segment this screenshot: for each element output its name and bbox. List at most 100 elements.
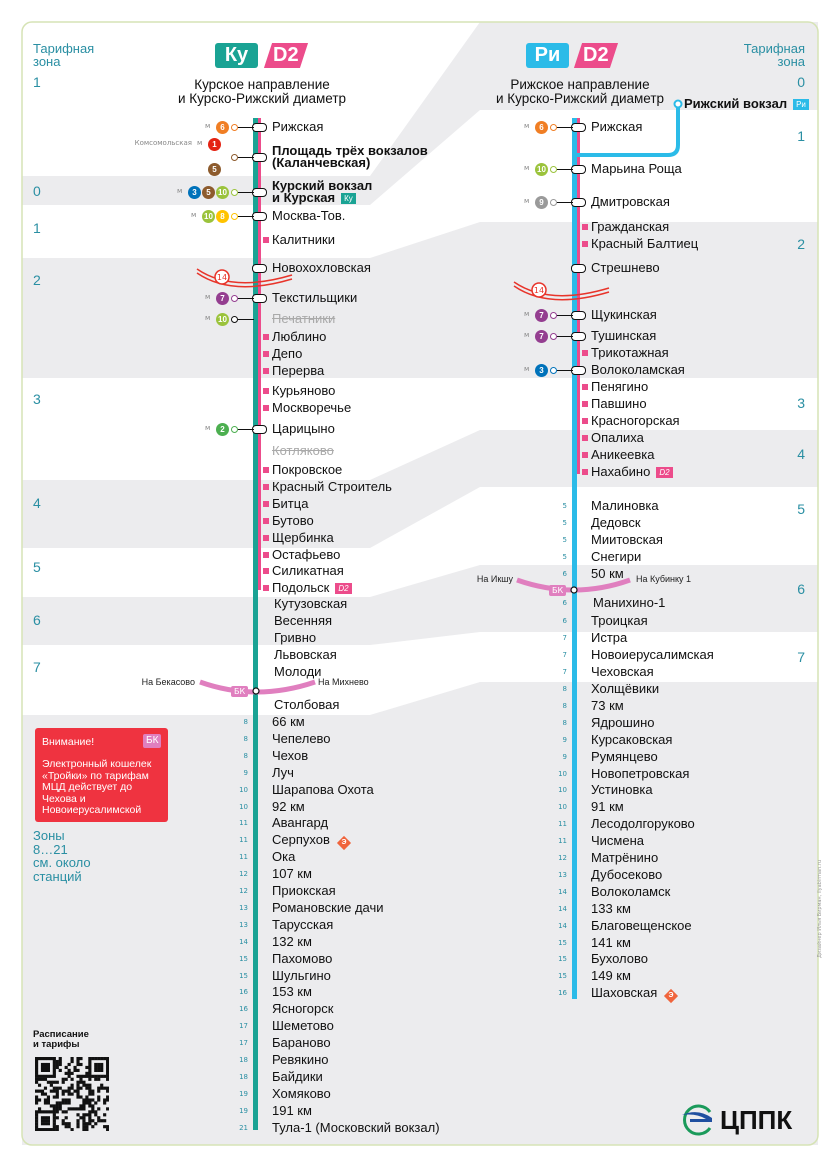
- station-kursk[interactable]: Чехов: [272, 748, 308, 763]
- station-riga[interactable]: Истра: [591, 630, 627, 645]
- station-riga[interactable]: Гражданская: [591, 219, 669, 234]
- station-riga[interactable]: Новоиерусалимская: [591, 647, 714, 662]
- station-riga[interactable]: Ядрошино: [591, 715, 655, 730]
- station-kursk[interactable]: Ясногорск: [272, 1001, 333, 1016]
- station-kursk[interactable]: Москворечье: [272, 400, 351, 415]
- station-riga[interactable]: Волоколамская: [591, 362, 685, 377]
- station-kursk[interactable]: Львовская: [274, 647, 337, 662]
- station-riga[interactable]: Снегири: [591, 549, 641, 564]
- station-kursk[interactable]: Подольск D2: [272, 580, 352, 595]
- station-kursk[interactable]: Чепелево: [272, 731, 331, 746]
- station-riga[interactable]: Манихино-1: [593, 595, 665, 610]
- station-riga[interactable]: 133 км: [591, 901, 631, 916]
- station-kursk[interactable]: Бутово: [272, 513, 314, 528]
- station-riga[interactable]: Дмитровская: [591, 194, 670, 209]
- station-kursk[interactable]: Курский вокзал и Курская Ку: [272, 179, 372, 204]
- station-kursk[interactable]: Шарапова Охота: [272, 782, 374, 797]
- station-kursk[interactable]: Шеметово: [272, 1018, 334, 1033]
- station-riga[interactable]: Холщёвики: [591, 681, 659, 696]
- station-riga[interactable]: Волоколамск: [591, 884, 670, 899]
- station-kursk[interactable]: Текстильщики: [272, 290, 357, 305]
- station-kursk[interactable]: 92 км: [272, 799, 305, 814]
- station-kursk[interactable]: Котляково: [272, 443, 334, 458]
- station-kursk[interactable]: Столбовая: [274, 697, 339, 712]
- station-kursk[interactable]: Курьяново: [272, 383, 335, 398]
- station-kursk[interactable]: Приокская: [272, 883, 336, 898]
- station-riga[interactable]: Бухолово: [591, 951, 648, 966]
- station-riga[interactable]: Опалиха: [591, 430, 644, 445]
- station-riga[interactable]: Троицкая: [591, 613, 648, 628]
- station-kursk[interactable]: Новохохловская: [272, 260, 371, 275]
- station-riga[interactable]: Нахабино D2: [591, 464, 673, 479]
- station-riga[interactable]: Новопетровская: [591, 766, 689, 781]
- station-kursk[interactable]: Байдики: [272, 1069, 323, 1084]
- station-kursk[interactable]: Рижская: [272, 119, 323, 134]
- station-kursk[interactable]: 132 км: [272, 934, 312, 949]
- station-riga[interactable]: 73 км: [591, 698, 624, 713]
- station-kursk[interactable]: Щербинка: [272, 530, 334, 545]
- station-riga[interactable]: 149 км: [591, 968, 631, 983]
- station-riga[interactable]: Устиновка: [591, 782, 653, 797]
- station-kursk[interactable]: Остафьево: [272, 547, 340, 562]
- station-kursk[interactable]: Ревякино: [272, 1052, 329, 1067]
- station-kursk[interactable]: Гривно: [274, 630, 316, 645]
- station-riga[interactable]: Марьина Роща: [591, 161, 682, 176]
- station-kursk[interactable]: Пахомово: [272, 951, 332, 966]
- station-kursk[interactable]: Перерва: [272, 363, 324, 378]
- station-kursk[interactable]: 191 км: [272, 1103, 312, 1118]
- station-kursk[interactable]: Депо: [272, 346, 302, 361]
- qr-code[interactable]: [35, 1057, 109, 1131]
- station-kursk[interactable]: Луч: [272, 765, 294, 780]
- station-kursk[interactable]: Ока: [272, 849, 295, 864]
- station-riga[interactable]: Пенягино: [591, 379, 648, 394]
- station-kursk[interactable]: Хомяково: [272, 1086, 331, 1101]
- station-kursk[interactable]: Молоди: [274, 664, 321, 679]
- station-kursk[interactable]: Калитники: [272, 232, 335, 247]
- station-riga[interactable]: 91 км: [591, 799, 624, 814]
- station-kursk[interactable]: Романовские дачи: [272, 900, 384, 915]
- station-kursk[interactable]: Битца: [272, 496, 308, 511]
- station-riga[interactable]: Малиновка: [591, 498, 659, 513]
- station-kursk[interactable]: Кутузовская: [274, 596, 347, 611]
- station-kursk[interactable]: Весенняя: [274, 613, 332, 628]
- station-riga[interactable]: Чисмена: [591, 833, 644, 848]
- station-riga[interactable]: Тушинская: [591, 328, 656, 343]
- station-kursk[interactable]: 107 км: [272, 866, 312, 881]
- station-kursk[interactable]: Площадь трёх вокзалов (Каланчевская): [272, 144, 428, 169]
- riga-terminal[interactable]: Рижский вокзал Ри: [684, 96, 809, 111]
- station-riga[interactable]: Миитовская: [591, 532, 663, 547]
- station-riga[interactable]: Лесодолгоруково: [591, 816, 695, 831]
- station-riga[interactable]: Красногорская: [591, 413, 680, 428]
- station-kursk[interactable]: Печатники: [272, 311, 335, 326]
- station-riga[interactable]: Курсаковская: [591, 732, 672, 747]
- station-kursk[interactable]: Серпухов Э: [272, 832, 351, 851]
- station-riga[interactable]: Стрешнево: [591, 260, 660, 275]
- station-riga[interactable]: 141 км: [591, 935, 631, 950]
- station-kursk[interactable]: 66 км: [272, 714, 305, 729]
- station-riga[interactable]: Дубосеково: [591, 867, 662, 882]
- station-riga[interactable]: Румянцево: [591, 749, 658, 764]
- station-riga[interactable]: Матрёнино: [591, 850, 658, 865]
- station-kursk[interactable]: Тула-1 (Московский вокзал): [272, 1120, 440, 1135]
- station-riga[interactable]: Трикотажная: [591, 345, 669, 360]
- station-riga[interactable]: Павшино: [591, 396, 647, 411]
- station-kursk[interactable]: Бараново: [272, 1035, 331, 1050]
- station-riga[interactable]: Аникеевка: [591, 447, 655, 462]
- station-riga[interactable]: Чеховская: [591, 664, 654, 679]
- station-kursk[interactable]: Москва-Тов.: [272, 208, 345, 223]
- station-riga[interactable]: 50 км: [591, 566, 624, 581]
- station-kursk[interactable]: Люблино: [272, 329, 326, 344]
- station-kursk[interactable]: Красный Строитель: [272, 479, 392, 494]
- station-kursk[interactable]: Авангард: [272, 815, 328, 830]
- station-riga[interactable]: Благовещенское: [591, 918, 692, 933]
- station-riga[interactable]: Рижская: [591, 119, 642, 134]
- station-riga[interactable]: Шаховская Э: [591, 985, 679, 1004]
- station-riga[interactable]: Дедовск: [591, 515, 641, 530]
- station-riga[interactable]: Красный Балтиец: [591, 236, 698, 251]
- station-kursk[interactable]: Царицыно: [272, 421, 335, 436]
- station-riga[interactable]: Щукинская: [591, 307, 657, 322]
- station-kursk[interactable]: Силикатная: [272, 563, 344, 578]
- station-kursk[interactable]: Тарусская: [272, 917, 333, 932]
- station-kursk[interactable]: Шульгино: [272, 968, 331, 983]
- station-kursk[interactable]: Покровское: [272, 462, 342, 477]
